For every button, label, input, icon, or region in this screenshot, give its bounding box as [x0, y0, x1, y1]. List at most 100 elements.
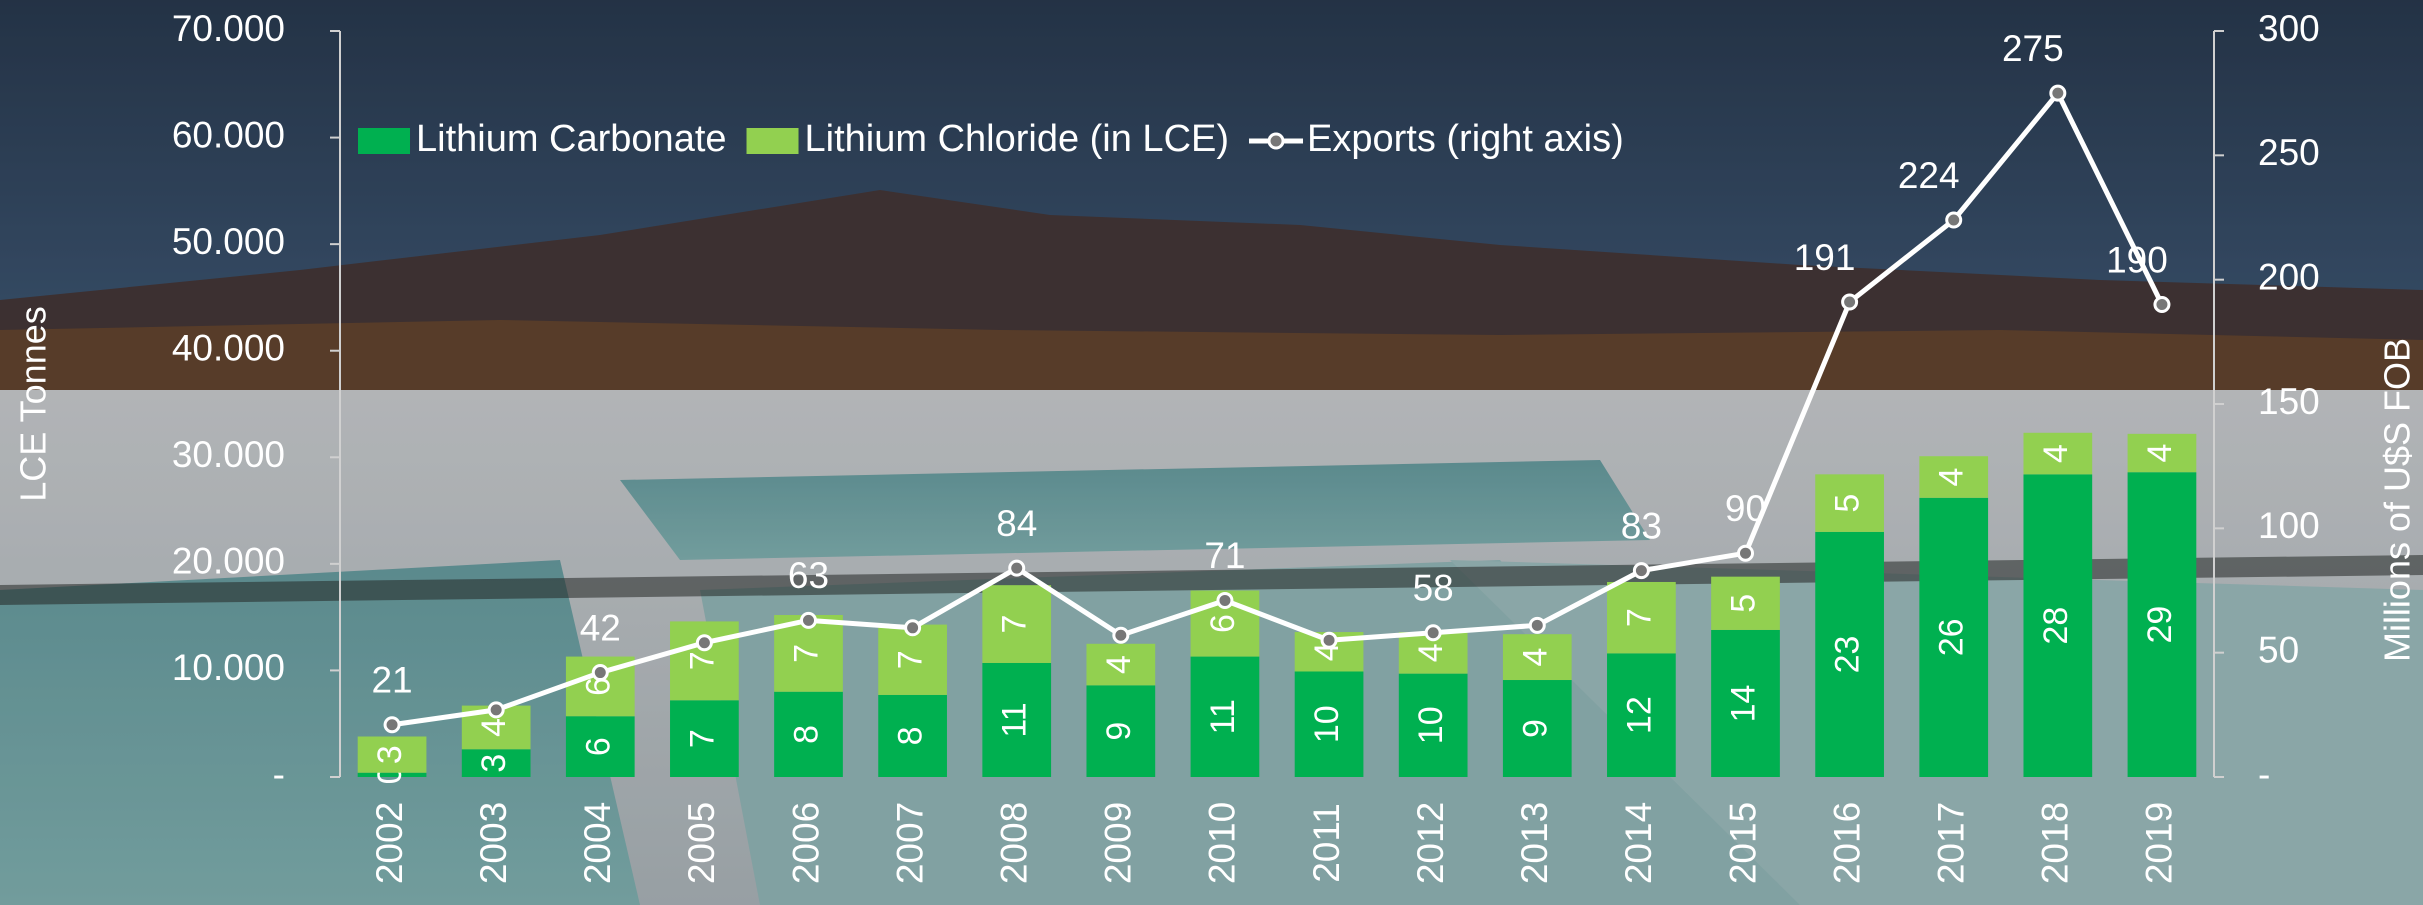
export-value-label: 63 [788, 555, 829, 596]
export-point [593, 666, 607, 680]
bar-value-label: 26 [1933, 618, 1971, 656]
export-point [697, 636, 711, 650]
y-tick-label: 40.000 [172, 327, 285, 368]
export-point [2155, 298, 2169, 312]
x-tick-label: 2018 [2035, 802, 2076, 884]
y2-tick-label: 50 [2258, 629, 2299, 670]
export-point [1426, 626, 1440, 640]
x-tick-label: 2009 [1098, 802, 1139, 884]
y-tick-label: 50.000 [172, 221, 285, 262]
legend-label: Lithium Carbonate [416, 118, 727, 160]
bar-value-label: 7 [683, 651, 721, 670]
bar-value-label: 9 [1516, 719, 1554, 738]
y2-tick-label: 200 [2258, 256, 2320, 297]
y-axis-title: LCE Tonnes [13, 306, 54, 501]
export-point [1739, 546, 1753, 560]
bar-value-label: 7 [1620, 608, 1658, 627]
bar-value-label: 5 [1724, 594, 1762, 613]
bar-value-label: 4 [1412, 643, 1450, 662]
x-tick-label: 2013 [1514, 802, 1555, 884]
x-tick-label: 2019 [2139, 802, 2180, 884]
y2-tick-label: 250 [2258, 132, 2320, 173]
export-point [1634, 564, 1648, 578]
export-value-label: 275 [2002, 28, 2064, 69]
page: {"chart_data": { "type": "bar", "stacked… [0, 0, 2423, 905]
export-value-label: 21 [371, 660, 412, 701]
bar-value-label: 10 [1308, 705, 1346, 743]
y-tick-label: 60.000 [172, 114, 285, 155]
x-tick-label: 2008 [994, 802, 1035, 884]
bar-value-label: 4 [1933, 468, 1971, 487]
x-tick-label: 2011 [1306, 803, 1347, 883]
bar-value-label: 4 [2037, 444, 2075, 463]
export-value-label: 190 [2106, 239, 2168, 280]
y-tick-label: 10.000 [172, 647, 285, 688]
bar-value-label: 7 [787, 644, 825, 663]
export-point [385, 718, 399, 732]
x-tick-label: 2005 [681, 802, 722, 884]
export-point [906, 621, 920, 635]
bar-value-label: 5 [1829, 494, 1867, 513]
export-point [1114, 628, 1128, 642]
y2-tick-label: - [2258, 754, 2270, 795]
export-point [1322, 633, 1336, 647]
export-value-label: 84 [996, 503, 1037, 544]
bar-value-label: 7 [892, 650, 930, 669]
bar-value-label: 9 [1100, 722, 1138, 741]
bar-value-label: 4 [1516, 648, 1554, 667]
export-point [1947, 213, 1961, 227]
bar-value-label: 28 [2037, 607, 2075, 645]
x-tick-label: 2002 [369, 802, 410, 884]
y-tick-label: 70.000 [172, 8, 285, 49]
x-tick-label: 2016 [1826, 802, 1867, 884]
bar-value-label: 3 [475, 754, 513, 773]
bar-value-label: 3 [371, 745, 409, 764]
y-tick-label: 20.000 [172, 541, 285, 582]
export-point [1218, 593, 1232, 607]
y2-tick-label: 100 [2258, 505, 2320, 546]
bar-value-label: 6 [1204, 614, 1242, 633]
export-value-label: 191 [1794, 237, 1856, 278]
export-value-label: 90 [1725, 488, 1766, 529]
bar-value-label: 23 [1829, 636, 1867, 674]
export-value-label: 224 [1898, 155, 1960, 196]
bar-value-label: 7 [683, 729, 721, 748]
x-tick-label: 2010 [1202, 802, 1243, 884]
export-point [2051, 86, 2065, 100]
legend-label: Lithium Chloride (in LCE) [805, 118, 1230, 160]
y-tick-label: 30.000 [172, 434, 285, 475]
export-point [1843, 295, 1857, 309]
bar-value-label: 11 [996, 702, 1034, 737]
legend-label: Exports (right axis) [1307, 118, 1624, 160]
export-point [1530, 618, 1544, 632]
y2-tick-label: 150 [2258, 381, 2320, 422]
bar-value-label: 8 [892, 727, 930, 746]
export-point [802, 613, 816, 627]
bar-value-label: 7 [996, 615, 1034, 634]
legend-marker [1269, 134, 1283, 148]
chart: LCE Tonnes Millions of U$S FOB - 10.000 20… [0, 0, 2423, 905]
bar-value-label: 29 [2141, 606, 2179, 644]
y2-axis-title: Millions of U$S FOB [2377, 338, 2418, 662]
x-tick-label: 2017 [1931, 802, 1972, 884]
x-tick-label: 2004 [577, 802, 618, 884]
bar-value-label: 10 [1412, 706, 1450, 744]
bar-value-label: 8 [787, 725, 825, 744]
export-point [1010, 561, 1024, 575]
bar-value-label: 4 [2141, 444, 2179, 463]
y2-tick-label: 300 [2258, 8, 2320, 49]
x-tick-label: 2015 [1722, 802, 1763, 884]
export-value-label: 58 [1413, 568, 1454, 609]
legend-swatch [747, 128, 799, 154]
export-point [489, 703, 503, 717]
legend-swatch [358, 128, 410, 154]
bar-value-label: 11 [1204, 699, 1242, 734]
x-tick-label: 2003 [473, 802, 514, 884]
y-tick-label: - [273, 754, 285, 795]
x-tick-label: 2007 [889, 802, 930, 884]
x-tick-label: 2012 [1410, 802, 1451, 884]
x-tick-label: 2006 [785, 802, 826, 884]
bar-value-label: 12 [1620, 696, 1658, 734]
bar-value-label: 6 [579, 737, 617, 756]
export-value-label: 83 [1621, 505, 1662, 546]
